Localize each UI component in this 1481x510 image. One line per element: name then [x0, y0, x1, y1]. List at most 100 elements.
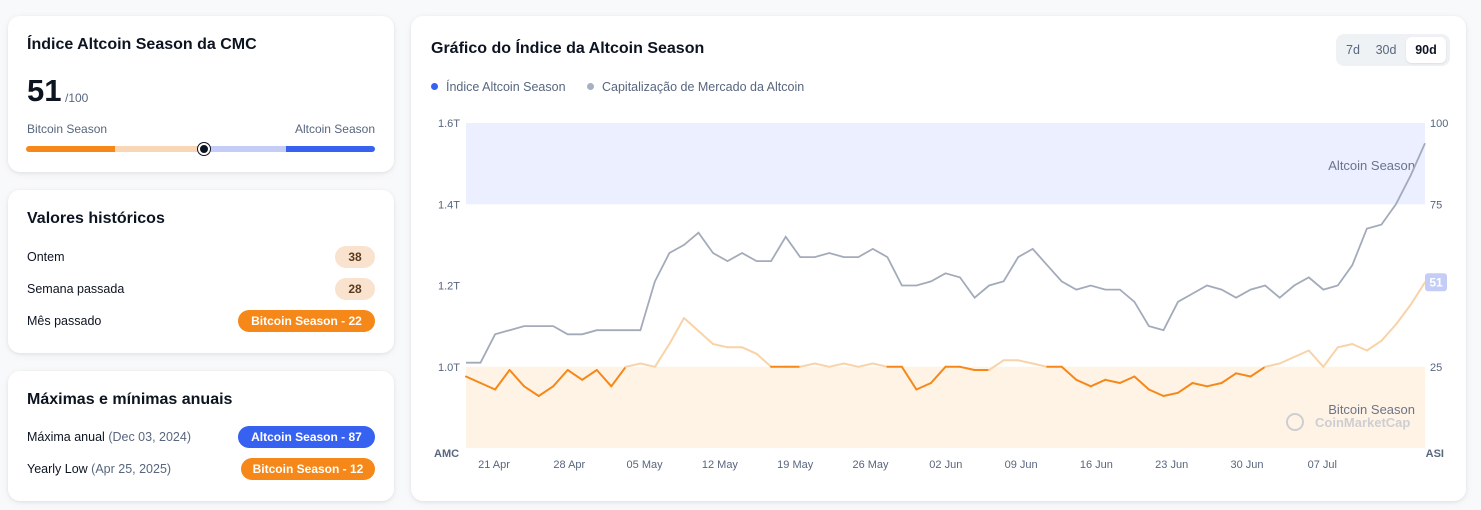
gauge-indicator	[197, 143, 210, 155]
legend-altcoin-marketcap[interactable]: Capitalização de Mercado da Altcoin	[587, 80, 804, 94]
series-altcoin-index-segment	[1249, 365, 1267, 378]
range-90d-button[interactable]: 90d	[1406, 37, 1446, 63]
x-tick-label: 30 Jun	[1230, 459, 1263, 471]
series-altcoin-index-segment	[1031, 362, 1049, 368]
current-value-badge: 51	[1425, 273, 1447, 292]
bitcoin-season-zone	[466, 366, 1425, 448]
bitcoin-season-label: Bitcoin Season	[27, 122, 108, 136]
series-altcoin-index-segment	[683, 317, 700, 332]
series-altcoin-index-segment	[1351, 343, 1368, 352]
x-tick-label: 05 May	[627, 459, 664, 471]
series-altcoin-index-segment	[871, 362, 889, 368]
series-altcoin-index-segment	[755, 352, 773, 368]
series-altcoin-index-segment	[1075, 378, 1092, 388]
series-altcoin-index-segment	[930, 365, 947, 384]
series-altcoin-index-segment	[1104, 378, 1121, 384]
x-tick-label: 26 May	[852, 459, 889, 471]
x-tick-label: 23 Jun	[1155, 459, 1188, 471]
x-tick-label: 07 Jul	[1308, 459, 1337, 471]
gauge-altcoin-segment	[286, 146, 375, 152]
watermark-text: CoinMarketCap	[1315, 415, 1410, 430]
chart-title: Gráfico do Índice da Altcoin Season	[431, 40, 705, 57]
series-altcoin-index-segment	[1162, 391, 1179, 397]
series-altcoin-index-segment	[1235, 372, 1252, 378]
legend-altcoin-index[interactable]: Índice Altcoin Season	[431, 80, 566, 94]
series-altcoin-index-segment	[1220, 372, 1238, 384]
range-7d-button[interactable]: 7d	[1346, 43, 1360, 57]
series-altcoin-index-segment	[1133, 375, 1150, 391]
left-tick-label: 1.4T	[438, 199, 460, 211]
series-altcoin-index-segment	[494, 369, 511, 391]
index-card-title: Índice Altcoin Season da CMC	[27, 36, 257, 53]
series-altcoin-index-segment	[1322, 346, 1339, 368]
series-altcoin-index-segment	[1089, 378, 1107, 388]
series-altcoin-index-segment	[1365, 339, 1383, 352]
series-altcoin-index-segment	[552, 369, 569, 388]
current-value-badge-text: 51	[1429, 275, 1443, 289]
right-tick-label: 100	[1430, 118, 1448, 130]
altcoin-index-chart-card: Gráfico do Índice da Altcoin Season 7d 3…	[411, 16, 1466, 501]
range-30d-button[interactable]: 30d	[1375, 43, 1397, 57]
series-altcoin-index-segment	[857, 362, 874, 368]
left-tick-label: 1.2T	[438, 281, 460, 293]
series-altcoin-index-segment	[653, 343, 671, 368]
yearly-high-label: Máxima anual	[27, 430, 105, 444]
x-tick-label: 28 Apr	[553, 459, 585, 471]
x-tick-label: 02 Jun	[929, 459, 962, 471]
series-altcoin-index-segment	[581, 369, 598, 381]
series-altcoin-index-segment	[465, 375, 482, 384]
altcoin-season-zone	[466, 123, 1425, 205]
series-altcoin-index-segment	[610, 365, 627, 388]
legend-label-altcoin-index: Índice Altcoin Season	[446, 80, 566, 94]
series-altcoin-index-segment	[523, 385, 540, 397]
season-gauge	[26, 143, 375, 155]
series-altcoin-index-segment	[1264, 362, 1281, 368]
current-value-badge-bg	[1425, 273, 1447, 292]
index-max: /100	[65, 91, 89, 105]
x-tick-label: 21 Apr	[478, 459, 510, 471]
watermark: CoinMarketCap	[1286, 413, 1410, 431]
gauge-altcoin-light-segment	[203, 146, 286, 152]
yearly-high-row: Máxima anual (Dec 03, 2024)	[27, 430, 191, 444]
yearly-low-date: (Apr 25, 2025)	[91, 462, 172, 476]
right-tick-label: 75	[1430, 199, 1442, 211]
right-tick-label: 25	[1430, 362, 1442, 374]
legend-label-altcoin-marketcap: Capitalização de Mercado da Altcoin	[602, 80, 805, 94]
gauge-bitcoin-segment	[26, 146, 115, 152]
series-altcoin-index-segment	[537, 385, 555, 397]
series-altcoin-index-segment	[988, 359, 1005, 371]
altcoin-zone-label: Altcoin Season	[1328, 158, 1415, 173]
series-altcoin-index-segment	[1394, 304, 1412, 326]
series-altcoin-index-segment	[1409, 281, 1426, 306]
series-altcoin-index-segment	[1191, 382, 1208, 388]
history-label-last-month: Mês passado	[27, 314, 102, 328]
history-title: Valores históricos	[27, 210, 165, 227]
left-axis-label: AMC	[434, 448, 459, 460]
altcoin-season-label: Altcoin Season	[294, 122, 375, 136]
series-altcoin-index-segment	[1118, 375, 1136, 384]
series-altcoin-index-segment	[959, 365, 976, 371]
series-altcoin-index-segment	[624, 362, 642, 368]
yearly-title: Máximas e mínimas anuais	[27, 391, 233, 408]
series-altcoin-index-segment	[508, 369, 526, 388]
yearly-low-value: Bitcoin Season - 12	[241, 458, 375, 480]
yearly-low-label: Yearly Low	[27, 462, 88, 476]
series-altcoin-index-segment	[813, 362, 831, 368]
yearly-high-date: (Dec 03, 2024)	[108, 430, 191, 444]
series-altcoin-index-segment	[900, 365, 918, 391]
x-tick-label: 16 Jun	[1080, 459, 1113, 471]
series-altcoin-index-segment	[1060, 365, 1078, 381]
history-value-last-month: Bitcoin Season - 22	[238, 310, 375, 332]
altcoin-index-card: Índice Altcoin Season da CMC 51 /100 Bit…	[8, 16, 394, 172]
left-tick-label: 1.0T	[438, 362, 460, 374]
history-label-last-week: Semana passada	[27, 282, 125, 296]
gauge-bitcoin-light-segment	[115, 146, 203, 152]
series-altcoin-index-segment	[479, 382, 497, 391]
coinmarketcap-logo-icon	[1286, 413, 1304, 431]
history-value-yesterday: 38	[335, 246, 375, 268]
series-altcoin-index-segment	[1206, 382, 1223, 388]
series-altcoin-index-segment	[1017, 359, 1034, 365]
yearly-low-row: Yearly Low (Apr 25, 2025)	[27, 462, 171, 476]
series-altcoin-index-segment	[595, 369, 613, 388]
